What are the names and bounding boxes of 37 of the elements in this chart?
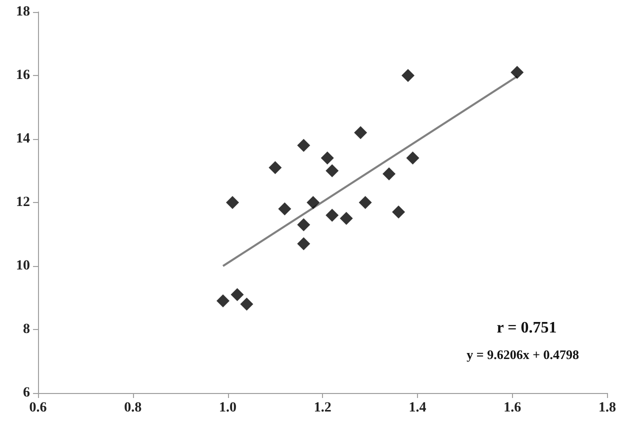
point (278, 202, 292, 216)
point (240, 298, 254, 311)
x-tick-label: 0.6 (29, 400, 47, 416)
y-tick-label: 14 (16, 132, 30, 146)
point (297, 237, 310, 250)
point (306, 196, 320, 209)
y-tick-label: 8 (23, 322, 30, 337)
point (297, 138, 310, 152)
point (226, 196, 239, 209)
x-tick-label: 0.8 (124, 400, 142, 416)
x-tick-label: 1.4 (408, 400, 426, 416)
y-tick-label: 18 (16, 4, 30, 20)
point (382, 167, 396, 180)
point (326, 208, 339, 222)
point (297, 218, 310, 232)
annotation: r = 0.751 (496, 320, 557, 336)
point (402, 69, 415, 82)
x-tick-label: 1.0 (219, 400, 236, 416)
point (340, 212, 353, 225)
x-tick-label: 1.8 (598, 400, 616, 416)
x-tick-label: 1.2 (314, 400, 332, 416)
y-tick-label: 10 (16, 258, 30, 274)
point (354, 126, 368, 140)
x-tick-label: 1.6 (504, 400, 522, 416)
point (216, 294, 230, 308)
point (510, 66, 524, 79)
y-tick-label: 6 (23, 386, 30, 400)
point (320, 152, 334, 165)
y-tick-label: 12 (16, 195, 30, 210)
point (406, 152, 420, 165)
point (326, 164, 339, 178)
point (268, 161, 282, 174)
y-tick-label: 16 (16, 68, 30, 83)
point (358, 196, 372, 209)
point (392, 206, 406, 219)
annotation: y = 9.6206x + 0.4798 (466, 347, 580, 362)
point (230, 288, 244, 302)
